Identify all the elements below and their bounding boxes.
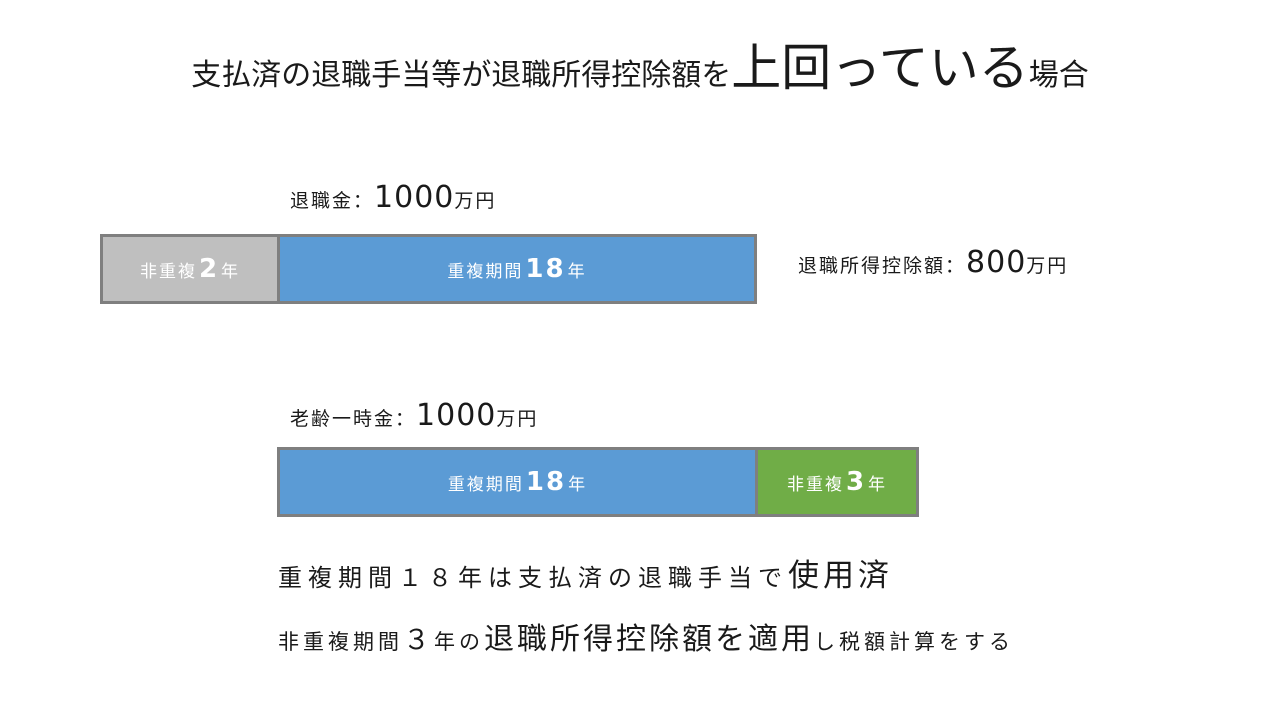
- note2-text3: し税額計算をする: [814, 630, 1014, 654]
- title-emphasis: 上回っている: [731, 39, 1029, 97]
- pension-amount-label: 老齢一時金：1000万円: [290, 398, 538, 433]
- pension-overlap-bar: 重複期間 18 年: [277, 447, 758, 517]
- note2-num: ３: [403, 625, 434, 656]
- title-part1: 支払済の退職手当等が退職所得控除額を: [191, 58, 732, 93]
- bar-years: 3: [845, 467, 867, 497]
- bar-unit: 年: [868, 474, 888, 495]
- page-title: 支払済の退職手当等が退職所得控除額を上回っている場合: [0, 38, 1280, 106]
- note1-text: 重複期間１８年は支払済の退職手当で: [278, 564, 788, 592]
- retirement-label: 退職金：: [290, 190, 375, 212]
- deduction-amount-label: 退職所得控除額：800万円: [798, 245, 1068, 280]
- bar-unit: 年: [567, 261, 587, 282]
- pension-amount: 1000: [416, 398, 497, 433]
- pension-label: 老齢一時金：: [290, 408, 417, 430]
- bar-years: 18: [525, 254, 566, 284]
- retirement-overlap-bar: 重複期間 18 年: [277, 234, 757, 304]
- bar-years: 18: [525, 467, 567, 497]
- bar-unit: 年: [221, 261, 241, 282]
- retirement-amount: 1000: [374, 180, 455, 215]
- pension-unit: 万円: [496, 408, 539, 430]
- bar-label: 重複期間: [447, 261, 524, 282]
- deduction-label: 退職所得控除額：: [798, 255, 967, 277]
- note-apply-deduction: 非重複期間３年の退職所得控除額を適用し税額計算をする: [278, 614, 1014, 658]
- note1-emphasis: 使用済: [788, 558, 893, 594]
- title-part2: 場合: [1028, 58, 1089, 93]
- retirement-amount-label: 退職金：1000万円: [290, 180, 496, 215]
- bar-label: 非重複: [786, 474, 844, 495]
- note-used-period: 重複期間１８年は支払済の退職手当で使用済: [278, 550, 893, 595]
- retirement-nonoverlap-bar: 非重複 2 年: [100, 234, 280, 304]
- note2-emphasis: 退職所得控除額を適用: [484, 622, 814, 657]
- retirement-unit: 万円: [454, 190, 497, 212]
- bar-label: 重複期間: [447, 474, 524, 495]
- pension-nonoverlap-bar: 非重複 3 年: [755, 447, 919, 517]
- bar-years: 2: [198, 254, 220, 284]
- note2-text2: 年の: [434, 630, 484, 654]
- deduction-amount: 800: [966, 245, 1027, 280]
- bar-unit: 年: [568, 474, 588, 495]
- bar-label: 非重複: [139, 261, 197, 282]
- deduction-unit: 万円: [1026, 255, 1069, 277]
- note2-text1: 非重複期間: [278, 630, 403, 654]
